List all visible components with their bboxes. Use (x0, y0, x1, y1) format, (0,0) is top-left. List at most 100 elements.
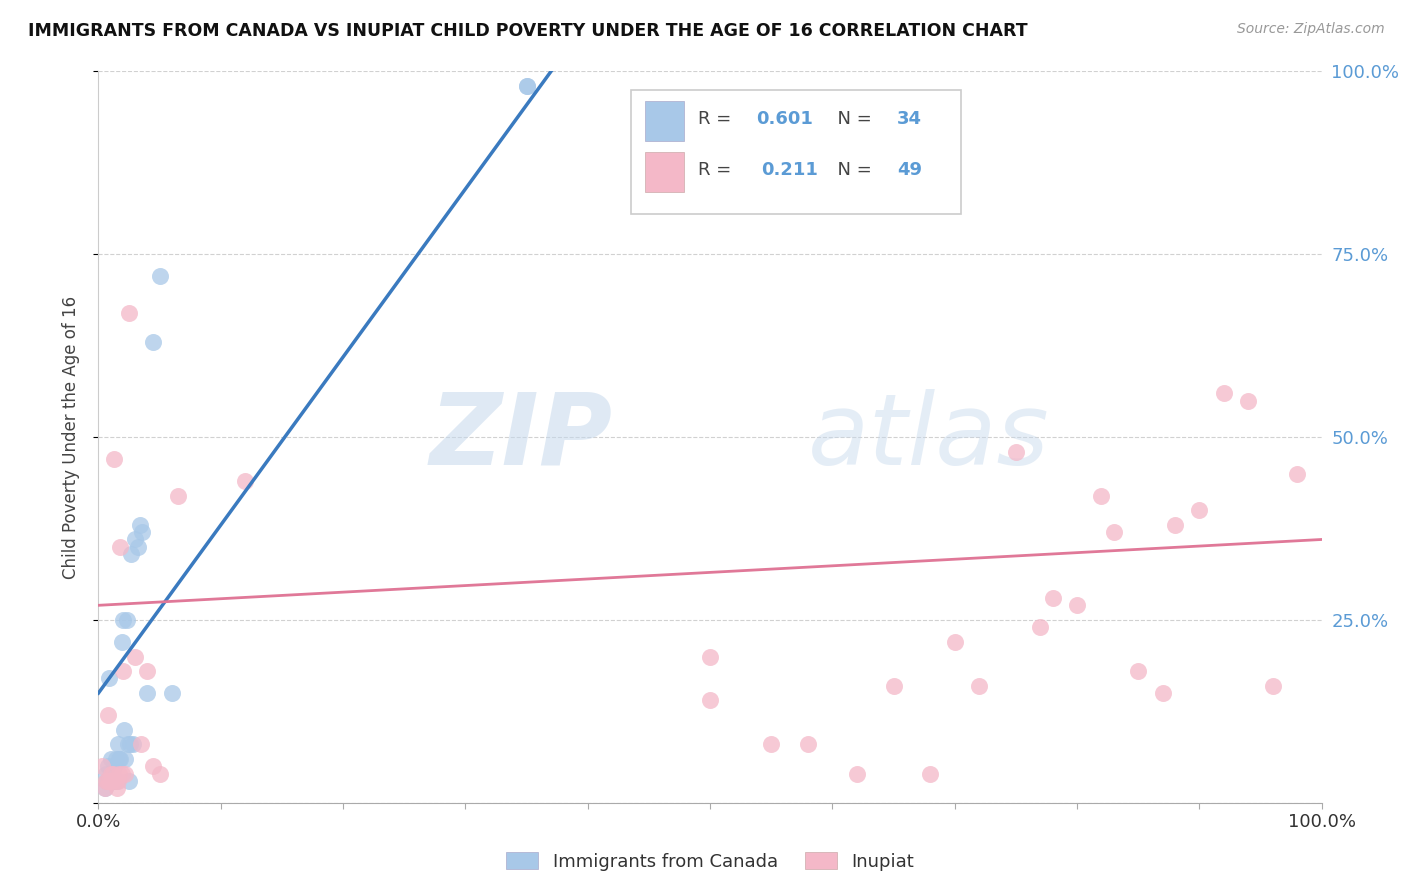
Point (142, 334, 165, 349)
Point (142, 759, 165, 773)
Text: atlas: atlas (808, 389, 1049, 485)
Point (101, 773, 124, 788)
Point (110, 752, 132, 766)
Point (112, 723, 135, 737)
Point (107, 737, 129, 751)
Point (111, 613, 134, 627)
Point (98, 672, 121, 686)
Point (96, 773, 118, 788)
Point (1042, 591, 1064, 605)
Point (93, 781, 115, 796)
Point (1066, 599, 1088, 613)
Point (761, 737, 783, 751)
Text: ZIP: ZIP (429, 389, 612, 485)
Point (110, 540, 132, 554)
Point (118, 306, 141, 320)
Point (1212, 386, 1234, 401)
Text: 0.211: 0.211 (762, 161, 818, 179)
Point (114, 752, 136, 766)
Point (103, 759, 125, 773)
Point (111, 664, 134, 678)
Point (94, 766, 117, 780)
Point (129, 737, 152, 751)
Point (160, 686, 183, 700)
Bar (645, 101, 685, 141)
Point (97, 759, 120, 773)
Text: Source: ZipAtlas.com: Source: ZipAtlas.com (1237, 22, 1385, 37)
Text: 49: 49 (897, 161, 922, 179)
Point (104, 752, 127, 766)
Point (104, 773, 127, 788)
Point (1164, 517, 1187, 532)
Point (93, 781, 115, 796)
Point (120, 547, 142, 561)
Point (117, 737, 139, 751)
Point (699, 693, 721, 707)
Legend: Immigrants from Canada, Inupiat: Immigrants from Canada, Inupiat (498, 846, 922, 878)
Point (1286, 467, 1309, 481)
Point (108, 766, 131, 780)
Bar (645, 152, 685, 192)
Point (94, 773, 117, 788)
Point (1090, 489, 1112, 503)
Point (101, 773, 124, 788)
Point (136, 664, 159, 678)
Point (121, 737, 143, 751)
Point (105, 773, 128, 788)
Point (114, 766, 136, 780)
Point (127, 540, 149, 554)
Point (515, 78, 537, 93)
Point (105, 781, 128, 796)
Point (943, 635, 966, 649)
Point (167, 489, 190, 503)
Point (1261, 679, 1284, 693)
Point (1128, 664, 1150, 678)
Point (967, 679, 990, 693)
Point (101, 773, 124, 788)
Point (108, 752, 131, 766)
Point (107, 773, 129, 788)
Point (797, 737, 820, 751)
Point (136, 686, 159, 700)
Point (233, 474, 256, 488)
Point (98, 773, 121, 788)
Point (124, 649, 146, 664)
Point (100, 752, 122, 766)
Point (124, 533, 146, 547)
Text: 34: 34 (897, 110, 922, 128)
Point (1029, 620, 1052, 634)
Text: R =: R = (697, 161, 742, 179)
Point (96, 773, 118, 788)
Point (91, 759, 114, 773)
Point (111, 635, 134, 649)
Point (115, 613, 138, 627)
Point (1152, 686, 1174, 700)
Point (699, 649, 721, 664)
FancyBboxPatch shape (630, 90, 960, 214)
Y-axis label: Child Poverty Under the Age of 16: Child Poverty Under the Age of 16 (62, 295, 80, 579)
Point (131, 525, 153, 540)
Point (920, 766, 942, 780)
Point (515, 78, 537, 93)
Text: R =: R = (697, 110, 737, 128)
Text: 0.601: 0.601 (756, 110, 814, 128)
Point (118, 773, 141, 788)
Point (100, 766, 122, 780)
Point (111, 766, 134, 780)
Point (101, 766, 124, 780)
Point (1188, 503, 1211, 517)
Point (120, 737, 142, 751)
Point (97, 708, 120, 723)
Point (845, 766, 868, 780)
Point (883, 679, 905, 693)
Text: N =: N = (827, 110, 877, 128)
Point (103, 452, 125, 467)
Text: IMMIGRANTS FROM CANADA VS INUPIAT CHILD POVERTY UNDER THE AGE OF 16 CORRELATION : IMMIGRANTS FROM CANADA VS INUPIAT CHILD … (28, 22, 1028, 40)
Point (149, 766, 172, 780)
Point (1102, 525, 1125, 540)
Point (149, 269, 172, 284)
Point (1237, 393, 1260, 408)
Point (1004, 444, 1026, 458)
Text: N =: N = (827, 161, 877, 179)
Point (129, 517, 152, 532)
